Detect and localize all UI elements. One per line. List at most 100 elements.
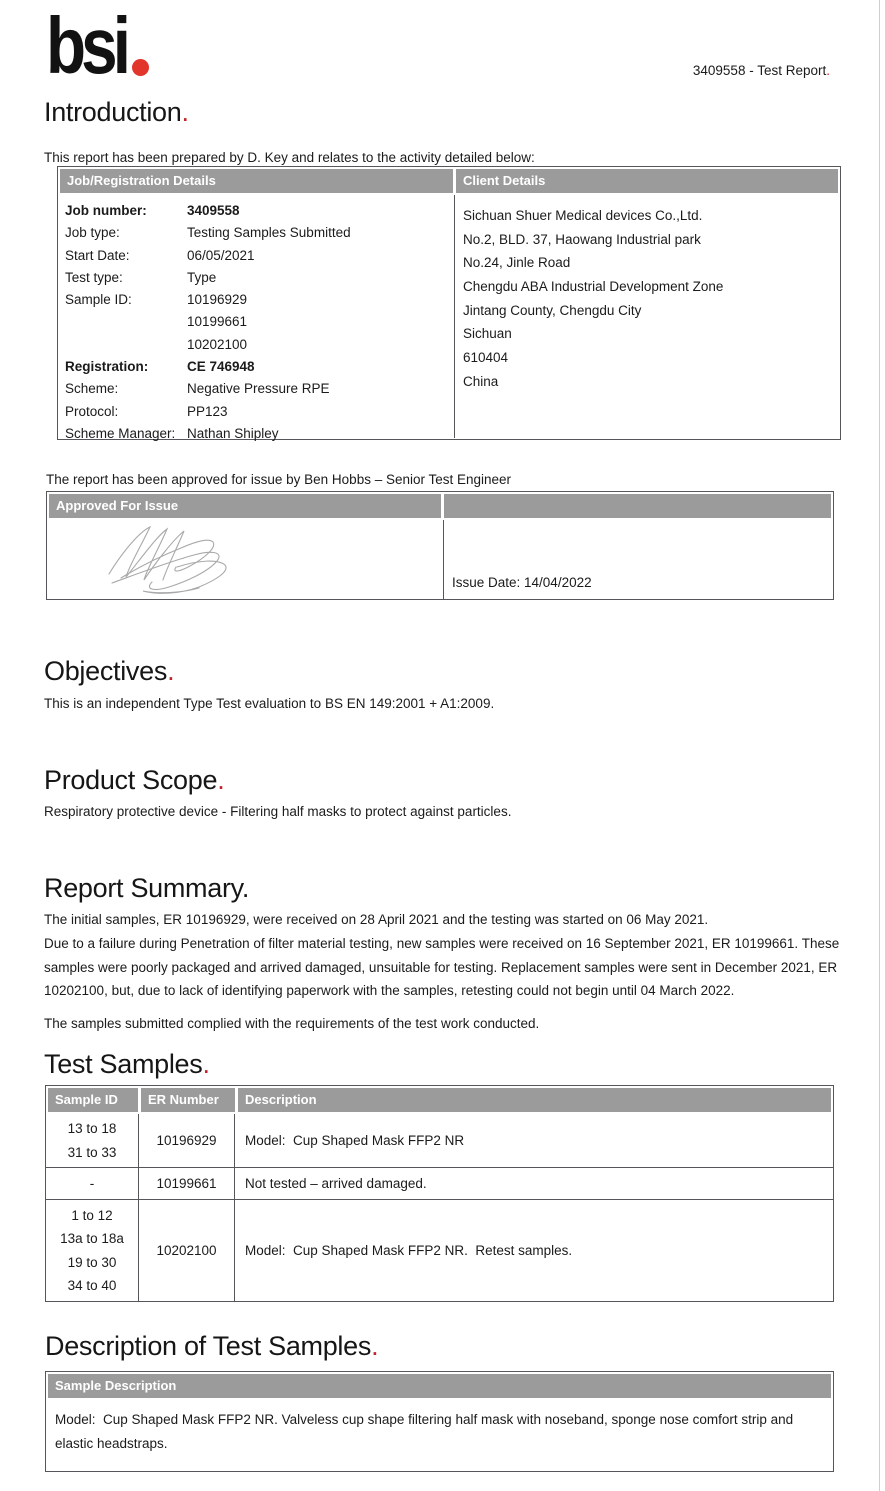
job-detail-label: Job type: — [65, 225, 120, 241]
job-detail-row: Registration: CE 746948 — [65, 356, 454, 378]
client-address-line: China — [463, 373, 499, 389]
job-detail-row: Start Date: 06/05/2021 — [65, 245, 454, 267]
issue-date-cell: Issue Date: 14/04/2022 — [444, 520, 833, 599]
job-detail-value: 06/05/2021 — [187, 247, 255, 263]
job-detail-row: Scheme Manager: Nathan Shipley — [65, 423, 454, 445]
job-detail-label: Scheme: — [65, 381, 119, 397]
approval-intro-line: The report has been approved for issue b… — [46, 472, 512, 487]
objectives-text: This is an independent Type Test evaluat… — [44, 696, 495, 711]
report-summary-paragraph: Due to a failure during Penetration of f… — [44, 936, 840, 998]
heading-period: . — [371, 1331, 379, 1361]
er-number-cell: 10199661 — [139, 1168, 235, 1199]
job-detail-value: 10196929 — [187, 292, 248, 308]
job-detail-row: Job number: 3409558 — [65, 200, 454, 222]
heading-text: Introduction — [44, 97, 182, 127]
test-sample-row: - 10199661 Not tested – arrived damaged. — [46, 1167, 833, 1199]
job-detail-value: 10202100 — [187, 336, 248, 352]
heading-period: . — [241, 873, 250, 903]
column-header-er-number: ER Number — [141, 1088, 235, 1112]
job-detail-value: Nathan Shipley — [187, 425, 279, 441]
job-detail-label: Test type: — [65, 269, 123, 285]
job-detail-row: Scheme: Negative Pressure RPE — [65, 378, 454, 400]
job-detail-label: Protocol: — [65, 403, 119, 419]
report-reference-text: 3409558 - Test Report — [692, 63, 827, 78]
job-detail-value: PP123 — [187, 403, 228, 419]
signature-image — [108, 525, 227, 594]
heading-period: . — [217, 765, 225, 795]
client-address-line: 610404 — [463, 350, 509, 366]
client-details-cell: Sichuan Shuer Medical devices Co.,Ltd. No… — [455, 195, 840, 438]
client-address-line: Sichuan — [463, 326, 512, 342]
job-detail-label — [65, 311, 187, 333]
job-detail-label: Job number: — [65, 203, 147, 218]
page-edge-line — [879, 0, 880, 1491]
job-detail-value: Negative Pressure RPE — [187, 381, 330, 397]
sample-id-line: 1 to 12 — [71, 1207, 113, 1223]
introduction-intro-line: This report has been prepared by D. Key … — [44, 150, 535, 165]
test-samples-table: Sample ID ER Number Description 13 to 18… — [45, 1085, 834, 1302]
issue-date-text: Issue Date: 14/04/2022 — [452, 575, 592, 590]
job-table-header-row: Job/Registration Details Client Details — [58, 167, 840, 195]
job-detail-value: CE 746948 — [187, 359, 255, 375]
sample-id-line: 34 to 40 — [67, 1278, 117, 1293]
job-detail-row: Sample ID: 10196929 — [65, 289, 454, 311]
heading-text: Objectives — [44, 656, 168, 686]
job-detail-row: Protocol: PP123 — [65, 401, 454, 423]
report-reference-period: . — [826, 63, 830, 78]
job-detail-value: Testing Samples Submitted — [187, 225, 351, 241]
section-heading-report-summary: Report Summary. — [44, 873, 249, 903]
er-number-cell: 10202100 — [139, 1200, 235, 1301]
job-detail-row: 10202100 — [65, 334, 454, 356]
sample-id-line: 31 to 33 — [67, 1144, 117, 1160]
test-sample-row: 13 to 18 31 to 33 10196929 Model: Cup Shape… — [46, 1114, 833, 1167]
section-heading-introduction: Introduction. — [44, 97, 189, 127]
description-cell: Not tested – arrived damaged. — [245, 1176, 427, 1191]
client-address-line: Jintang County, Chengdu City — [463, 302, 642, 318]
heading-text: Product Scope — [44, 765, 218, 795]
sample-id-line: 13a to 18a — [60, 1231, 124, 1246]
test-sample-row: 1 to 12 13a to 18a 19 to 30 34 to 40 1020210… — [46, 1199, 833, 1301]
description-cell: Model: Cup Shaped Mask FFP2 NR. Retest s… — [245, 1243, 573, 1258]
sample-description-header: Sample Description — [48, 1374, 831, 1398]
report-reference: 3409558 - Test Report. — [693, 63, 830, 78]
job-detail-row: Test type: Type — [65, 267, 454, 289]
heading-period: . — [167, 656, 175, 686]
client-address-line: Chengdu ABA Industrial Development Zone — [463, 279, 724, 295]
test-samples-table-body: 13 to 18 31 to 33 10196929 Model: Cup Shape… — [46, 1114, 833, 1301]
approval-table-body: Issue Date: 14/04/2022 — [47, 520, 833, 599]
section-heading-objectives: Objectives. — [44, 656, 175, 686]
report-summary-paragraph: The samples submitted complied with the … — [44, 1016, 540, 1031]
bsi-logo-text: bsi — [46, 1, 131, 90]
approved-for-issue-table: Approved For Issue Issue Date: 14/04/202… — [46, 491, 834, 600]
section-heading-test-samples: Test Samples. — [44, 1049, 210, 1079]
client-details-header: Client Details — [456, 169, 838, 193]
test-samples-header-row: Sample ID ER Number Description — [46, 1086, 833, 1114]
approved-for-issue-header: Approved For Issue — [49, 494, 441, 518]
job-detail-value: 10199661 — [187, 314, 248, 330]
job-detail-label: Scheme Manager: — [65, 425, 176, 441]
sample-id-cell: - — [46, 1168, 139, 1199]
job-detail-label: Registration: — [65, 359, 149, 375]
signature-cell — [47, 520, 444, 599]
approval-header-blank-cell — [444, 494, 831, 518]
client-address-line: Sichuan Shuer Medical devices Co.,Ltd. — [463, 208, 703, 223]
sample-description-text: Model: Cup Shaped Mask FFP2 NR. Valveles… — [55, 1412, 797, 1451]
bsi-logo-red-dot-icon — [131, 59, 149, 76]
sample-id-cell: 1 to 12 13a to 18a 19 to 30 34 to 40 — [46, 1200, 139, 1301]
job-detail-value: 3409558 — [187, 203, 240, 218]
job-table-body: Job number: 3409558 Job type: Testing Sampl… — [58, 195, 840, 441]
job-detail-label — [65, 334, 187, 356]
job-registration-table: Job/Registration Details Client Details … — [57, 166, 841, 441]
description-cell: Model: Cup Shaped Mask FFP2 NR — [245, 1133, 465, 1148]
bsi-logo: bsi — [46, 6, 149, 86]
sample-description-header-row: Sample Description — [46, 1372, 833, 1400]
sample-id-line: 13 to 18 — [67, 1121, 117, 1136]
job-detail-row: Job type: Testing Samples Submitted — [65, 222, 454, 244]
heading-text: Description of Test Samples — [45, 1331, 372, 1361]
sample-id-line: 19 to 30 — [67, 1254, 117, 1270]
job-detail-row: 10199661 — [65, 311, 454, 333]
client-address-line: No.2, BLD. 37, Haowang Industrial park — [463, 231, 701, 247]
heading-text: Report Summary — [44, 873, 242, 903]
job-detail-label: Sample ID: — [65, 292, 132, 308]
